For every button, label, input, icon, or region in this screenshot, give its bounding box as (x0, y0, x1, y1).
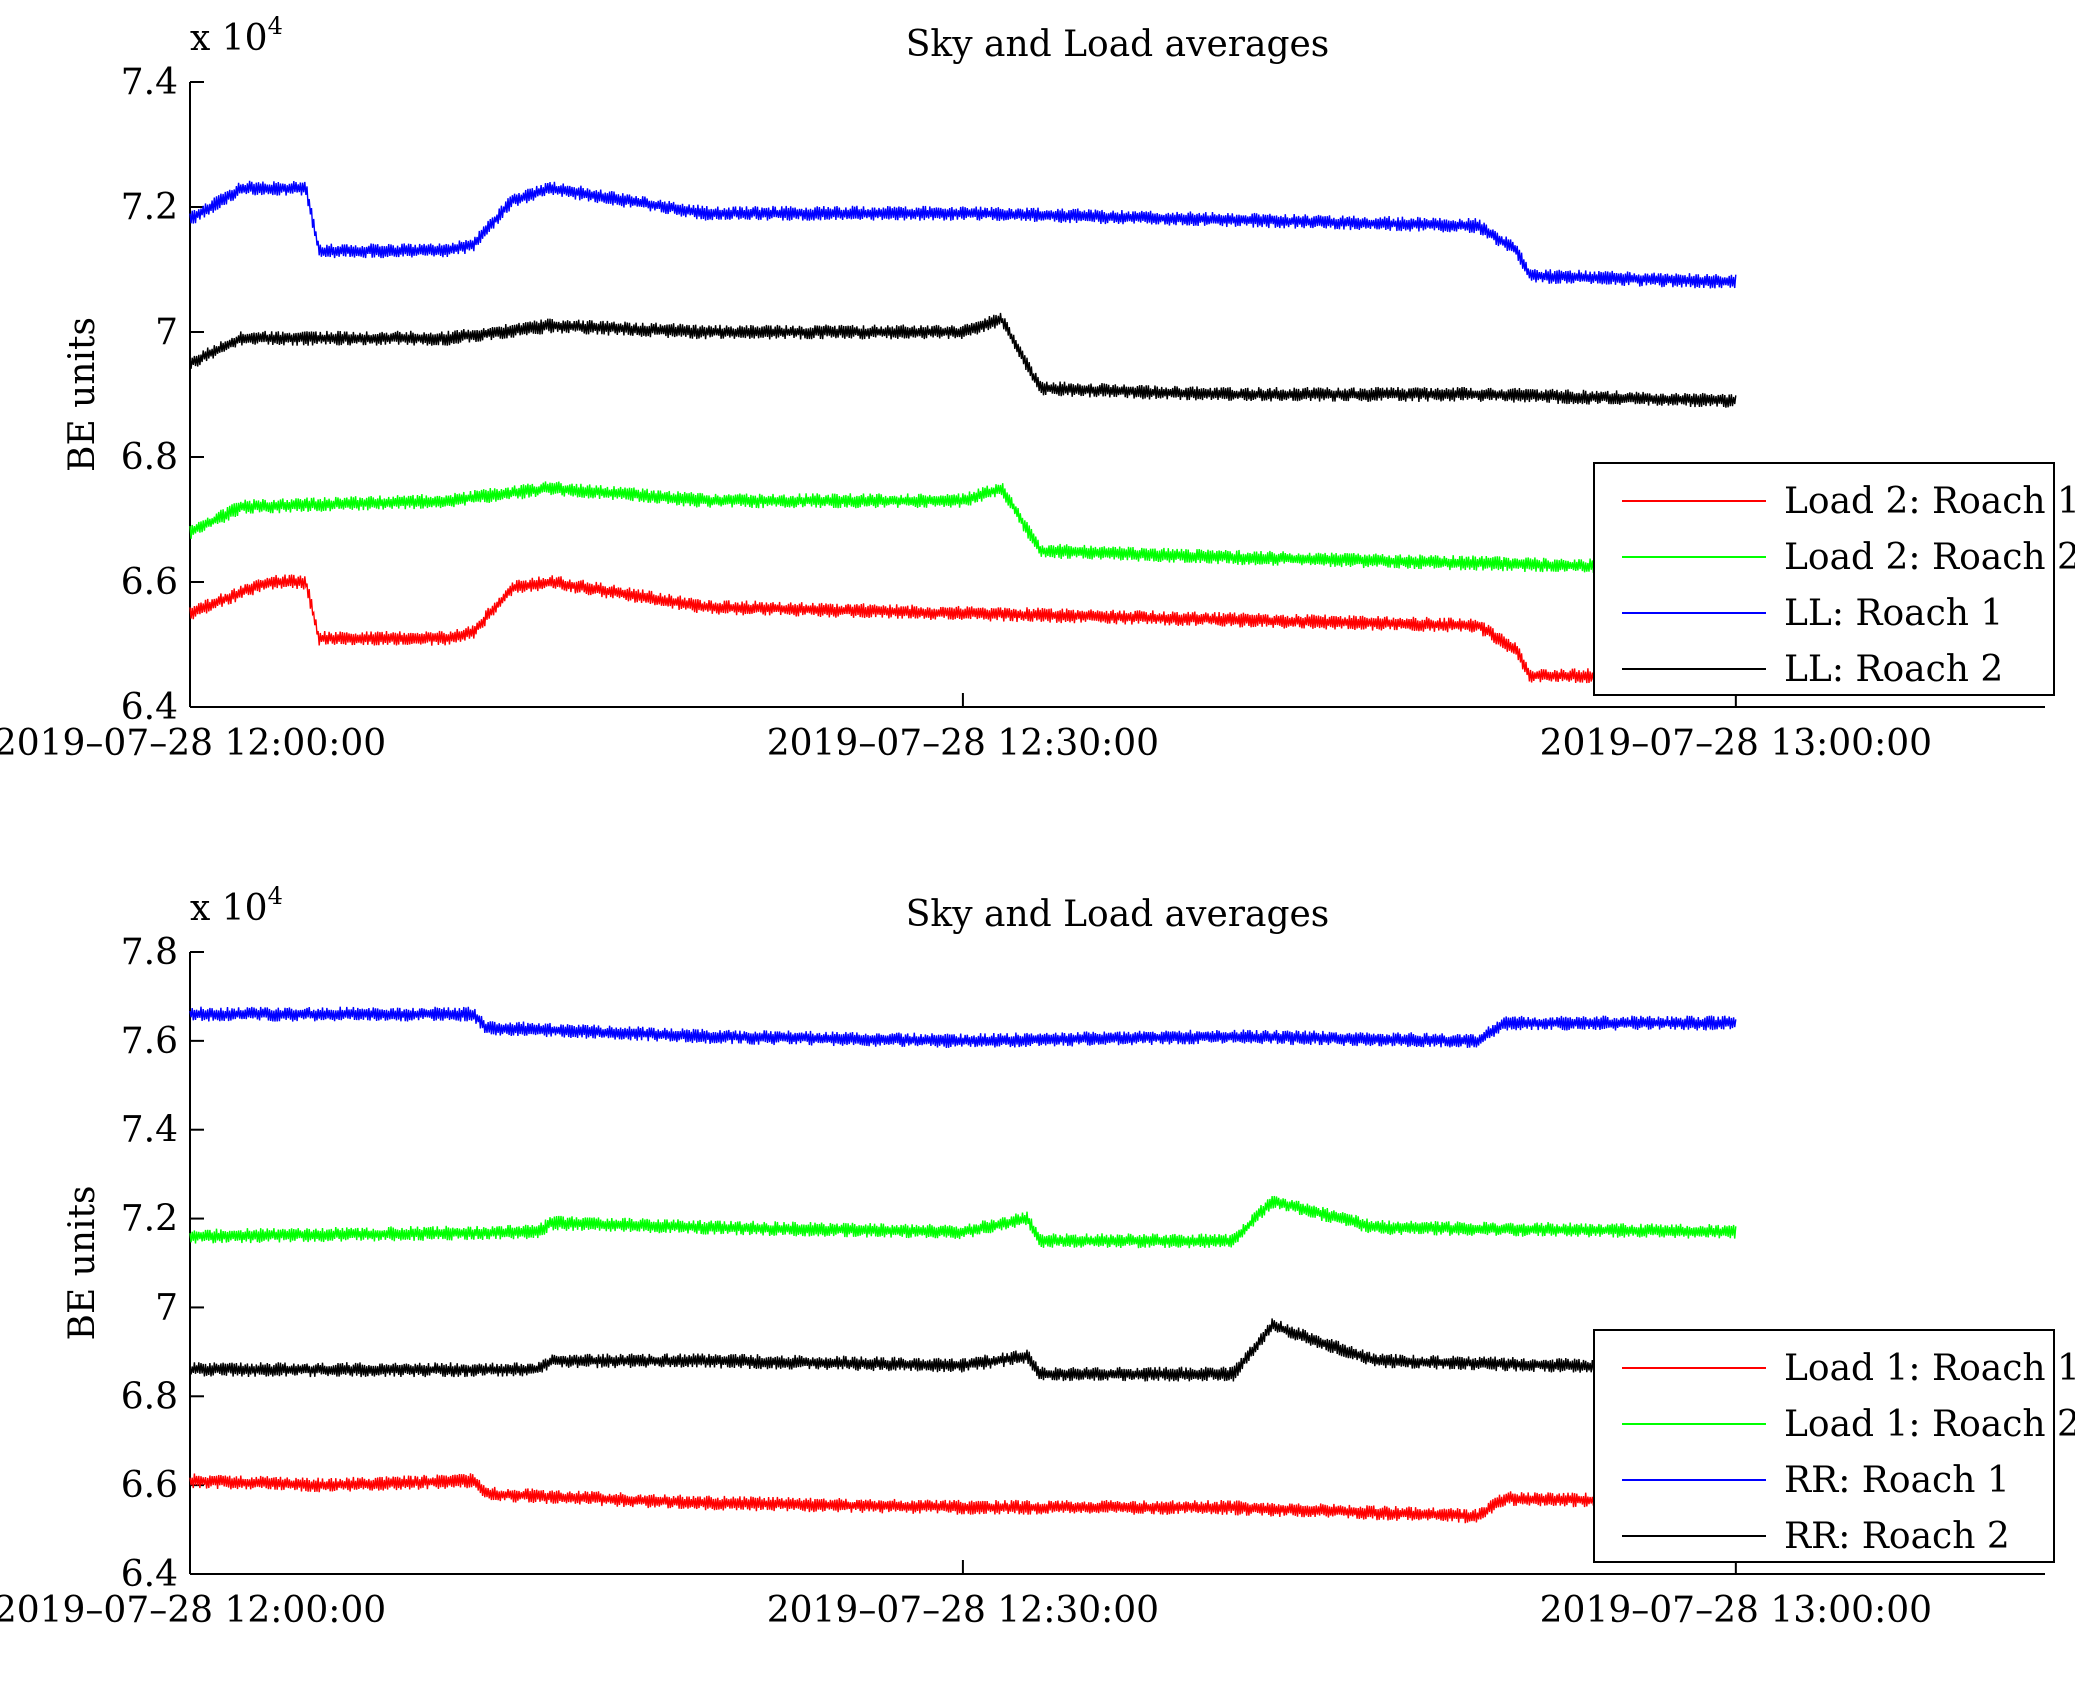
legend-label: RR: Roach 2 (1784, 1516, 2010, 1557)
series-line-1 (189, 574, 1737, 684)
y-tick-label: 7 (155, 312, 178, 353)
chart-title: Sky and Load averages (906, 24, 1330, 65)
series-line-3 (189, 180, 1737, 289)
x-tick-label: 2019–07–28 13:00:00 (1540, 723, 1932, 764)
y-multiplier-label: x 104 (190, 12, 283, 59)
legend-label: LL: Roach 1 (1784, 593, 2003, 634)
y-tick-label: 6.6 (121, 562, 178, 603)
y-tick-label: 7.8 (121, 932, 178, 973)
y-tick-label: 7.2 (121, 1199, 178, 1240)
y-tick-label: 7.2 (121, 187, 178, 228)
legend-label: Load 2: Roach 1 (1784, 481, 2075, 522)
y-axis-label: BE units (62, 317, 103, 472)
y-tick-label: 7.4 (121, 62, 178, 103)
y-multiplier-label: x 104 (190, 882, 283, 929)
y-axis-label: BE units (62, 1185, 103, 1340)
y-tick-label: 6.6 (121, 1465, 178, 1506)
series-line-3 (189, 1006, 1737, 1049)
x-tick-label: 2019–07–28 13:00:00 (1540, 1590, 1932, 1631)
x-tick-label: 2019–07–28 12:00:00 (0, 723, 386, 764)
series-line-2 (189, 481, 1737, 576)
chart-title: Sky and Load averages (906, 894, 1330, 935)
y-multiplier-exponent: 4 (268, 12, 283, 40)
legend-label: Load 2: Roach 2 (1784, 537, 2075, 578)
chart-panel-1: Sky and Load averages x 104 BE units 6.4 6.6… (0, 12, 2075, 764)
y-multiplier-exponent: 4 (268, 882, 283, 910)
legend-label: Load 1: Roach 1 (1784, 1348, 2075, 1389)
y-multiplier-base: x 10 (190, 888, 268, 929)
y-tick-label: 6.4 (121, 1554, 178, 1595)
legend: Load 2: Roach 1 Load 2: Roach 2 LL: Roach … (1593, 462, 2075, 696)
legend-label: Load 1: Roach 2 (1784, 1404, 2075, 1445)
y-tick-label: 7.6 (121, 1021, 178, 1062)
x-tick-label: 2019–07–28 12:30:00 (767, 723, 1159, 764)
y-tick-label: 7 (155, 1287, 178, 1328)
x-tick-label: 2019–07–28 12:00:00 (0, 1590, 386, 1631)
legend-label: LL: Roach 2 (1784, 649, 2003, 690)
series-line-4 (189, 1318, 1737, 1382)
series-line-2 (189, 1195, 1737, 1249)
x-tick-label: 2019–07–28 12:30:00 (767, 1590, 1159, 1631)
series-line-4 (189, 312, 1737, 408)
y-multiplier-base: x 10 (190, 18, 268, 59)
legend-label: RR: Roach 1 (1784, 1460, 2010, 1501)
legend: Load 1: Roach 1 Load 1: Roach 2 RR: Roach … (1593, 1329, 2075, 1563)
y-tick-label: 7.4 (121, 1110, 178, 1151)
y-tick-label: 6.8 (121, 1376, 178, 1417)
chart-panel-2: Sky and Load averages x 104 BE units 6.4 6.6… (0, 882, 2075, 1631)
y-tick-label: 6.8 (121, 437, 178, 478)
y-tick-label: 6.4 (121, 687, 178, 728)
series-line-1 (189, 1473, 1737, 1524)
